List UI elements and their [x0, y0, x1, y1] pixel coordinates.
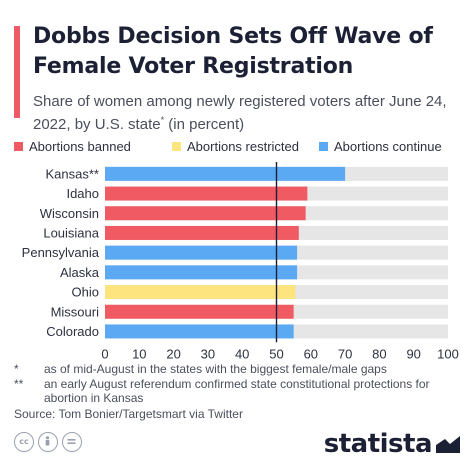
legend-item-banned: Abortions banned — [14, 139, 131, 154]
legend-swatch-restricted — [172, 142, 181, 151]
footnote-1: * as of mid-August in the states with the… — [14, 362, 464, 377]
x-tick-label-90: 90 — [406, 346, 420, 361]
category-label-idaho: Idaho — [66, 186, 99, 201]
source-note: Source: Tom Bonier/Targetsmart via Twitt… — [14, 406, 243, 421]
bar-pennsylvania — [105, 245, 298, 260]
subtitle-footnote-mark: * — [160, 115, 165, 125]
equals-icon[interactable] — [62, 432, 82, 452]
category-label-pennsylvania: Pennsylvania — [22, 245, 100, 260]
attribution-icon[interactable] — [38, 432, 58, 452]
legend-swatch-banned — [14, 142, 23, 151]
category-label-kansas: Kansas** — [46, 166, 99, 181]
x-tick-label-0: 0 — [101, 346, 108, 361]
x-tick-label-20: 20 — [166, 346, 180, 361]
legend-label-continue: Abortions continue — [334, 139, 442, 154]
category-label-alaska: Alaska — [60, 265, 100, 280]
x-tick-label-30: 30 — [201, 346, 215, 361]
footnote-2-mark: ** — [14, 376, 24, 391]
legend-label-restricted: Abortions restricted — [187, 139, 299, 154]
subtitle-unit: (in percent) — [168, 116, 245, 133]
x-tick-label-70: 70 — [338, 346, 352, 361]
legend-swatch-continue — [319, 142, 328, 151]
bar-missouri — [105, 304, 294, 319]
legend-item-restricted: Abortions restricted — [172, 139, 299, 154]
bar-kansas — [105, 166, 346, 181]
bar-idaho — [105, 186, 308, 201]
creative-commons-icon[interactable]: cc — [14, 432, 34, 452]
x-tick-label-10: 10 — [132, 346, 146, 361]
bar-alaska — [105, 265, 298, 280]
x-tick-label-60: 60 — [304, 346, 318, 361]
x-tick-label-100: 100 — [437, 346, 459, 361]
footnote-1-mark: * — [14, 362, 19, 376]
footnote-2-text: an early August referendum confirmed sta… — [44, 376, 430, 406]
bar-louisiana — [105, 225, 299, 240]
statista-logo[interactable]: statista — [324, 428, 460, 460]
chart-subtitle: Share of women among newly registered vo… — [33, 93, 453, 134]
category-label-louisiana: Louisiana — [43, 225, 99, 240]
legend-item-continue: Abortions continue — [319, 139, 442, 154]
title-accent-bar — [14, 26, 20, 118]
footnotes: * as of mid-August in the states with the… — [14, 362, 464, 421]
x-tick-label-80: 80 — [372, 346, 386, 361]
category-label-colorado: Colorado — [46, 324, 99, 339]
legend: Abortions banned Abortions restricted Ab… — [14, 139, 464, 155]
footnote-2: ** an early August referendum confirmed s… — [14, 377, 464, 406]
brand-name: statista — [323, 429, 433, 459]
subtitle-main: Share of women among newly registered vo… — [33, 93, 447, 133]
statista-mark-icon — [436, 429, 460, 453]
category-label-wisconsin: Wisconsin — [40, 206, 99, 221]
x-tick-label-50: 50 — [269, 346, 283, 361]
legend-label-banned: Abortions banned — [29, 139, 131, 154]
bar-colorado — [105, 324, 294, 339]
bar-wisconsin — [105, 206, 306, 221]
category-label-ohio: Ohio — [72, 285, 99, 300]
footnote-1-text: as of mid-August in the states with the … — [44, 362, 387, 376]
category-label-missouri: Missouri — [51, 304, 100, 319]
x-tick-label-40: 40 — [235, 346, 249, 361]
bar-ohio — [105, 285, 296, 300]
chart-title: Dobbs Decision Sets Off Wave of Female V… — [33, 24, 433, 79]
